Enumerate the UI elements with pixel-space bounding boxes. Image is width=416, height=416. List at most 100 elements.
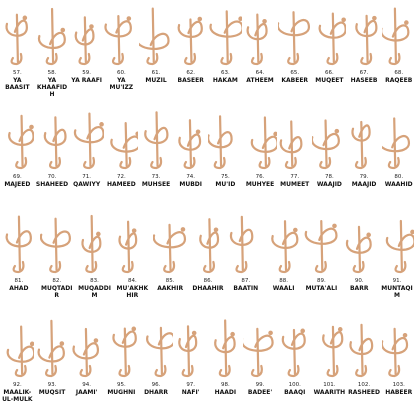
item-name: WAAJID (316, 181, 342, 188)
item-name: HAMEED (106, 181, 136, 188)
stroke (197, 16, 202, 22)
calligraphy-strokes (386, 219, 415, 274)
stroke (238, 16, 243, 22)
stroke (74, 28, 95, 46)
item-number: 72. (116, 174, 126, 180)
stroke (240, 215, 244, 272)
item-name: YA MU'IZZ (109, 77, 134, 91)
stroke (381, 24, 410, 42)
item-name: BADEE' (247, 389, 273, 396)
stroke (183, 52, 196, 66)
item-number: 87. (241, 278, 251, 284)
calligraphy-art (271, 220, 299, 274)
calligraphy-strokes (112, 326, 138, 378)
item-number: 80. (394, 174, 404, 180)
name-card: 94. JAAMI' (69, 312, 104, 416)
stroke (195, 129, 201, 135)
calligraphy-art (229, 215, 254, 274)
name-card: 79. MAAJID (347, 104, 382, 208)
name-card: 100. BAAQI (277, 312, 312, 416)
calligraphy-art (381, 327, 408, 378)
calligraphy-strokes (199, 218, 220, 274)
item-number: 79. (359, 174, 369, 180)
name-card: 98. HAADI (208, 312, 243, 416)
stroke (82, 156, 95, 170)
stroke (292, 227, 298, 233)
item-number: 64. (255, 70, 265, 76)
stroke (346, 236, 372, 254)
stroke (251, 135, 278, 153)
item-number: 68. (394, 70, 404, 76)
name-card: 87. BAATIN (227, 208, 265, 312)
stroke (72, 342, 99, 360)
stroke (402, 332, 408, 338)
stroke (155, 111, 159, 168)
name-card: 81. AHAD (0, 208, 38, 312)
item-number: 91. (392, 278, 402, 284)
stroke (229, 228, 254, 246)
stroke (324, 119, 329, 168)
stroke (243, 334, 274, 352)
item-name: JAAMI' (75, 389, 98, 396)
item-number: 82. (52, 278, 62, 284)
name-card: 91. MUNTAQIM (378, 208, 416, 312)
stroke (387, 364, 400, 378)
stroke (283, 220, 287, 272)
item-number: 95. (116, 382, 126, 388)
item-number: 103. (392, 382, 405, 388)
item-number: 65. (290, 70, 300, 76)
name-card: 74. MUBDI (173, 104, 208, 208)
item-name: BAAQI (284, 389, 306, 396)
stroke (332, 325, 336, 376)
item-number: 100. (288, 382, 301, 388)
calligraphy-strokes (178, 119, 201, 170)
name-card: 67. HASEEB (347, 0, 382, 104)
stroke (117, 14, 121, 64)
stroke (393, 327, 397, 376)
calligraphy-art (312, 119, 341, 170)
calligraphy-strokes (5, 215, 32, 274)
calligraphy-art (7, 325, 35, 378)
name-card: 77. MUMEET (277, 104, 312, 208)
calligraphy-strokes (8, 114, 35, 170)
stroke (326, 52, 339, 66)
stroke (163, 260, 176, 274)
calligraphy-art (214, 319, 237, 378)
item-name: KABEER (281, 77, 309, 84)
stroke (150, 156, 163, 170)
stroke (7, 345, 35, 363)
calligraphy-strokes (312, 119, 341, 170)
calligraphy-strokes (144, 111, 169, 170)
item-name: MUMEET (280, 181, 310, 188)
calligraphy-strokes (271, 220, 299, 274)
stroke (334, 128, 340, 134)
calligraphy-strokes (80, 214, 101, 274)
stroke (372, 15, 377, 21)
calligraphy-art (281, 328, 306, 378)
item-number: 59. (82, 70, 92, 76)
item-name: BAATIN (233, 285, 259, 292)
item-number: 66. (325, 70, 334, 76)
stroke (381, 337, 408, 355)
calligraphy-art (105, 14, 133, 66)
stroke (84, 260, 97, 274)
calligraphy-strokes (381, 327, 408, 378)
stroke (16, 13, 20, 64)
name-card: 84. MU'AKHKHIR (113, 208, 151, 312)
calligraphy-strokes (5, 13, 29, 66)
stroke (388, 52, 401, 66)
stroke (22, 15, 28, 21)
stroke (118, 232, 138, 250)
stroke (135, 131, 139, 137)
stroke (277, 19, 310, 37)
stroke (43, 128, 67, 146)
stroke (250, 364, 263, 378)
calligraphy-strokes (43, 116, 67, 170)
item-number: 92. (12, 382, 22, 388)
stroke (210, 20, 243, 38)
name-card: 82. MUQTADIR (38, 208, 76, 312)
item-name: RASHEED (348, 389, 380, 396)
name-card: 88. WAALI (265, 208, 303, 312)
name-card: 85. AAKHIR (151, 208, 189, 312)
